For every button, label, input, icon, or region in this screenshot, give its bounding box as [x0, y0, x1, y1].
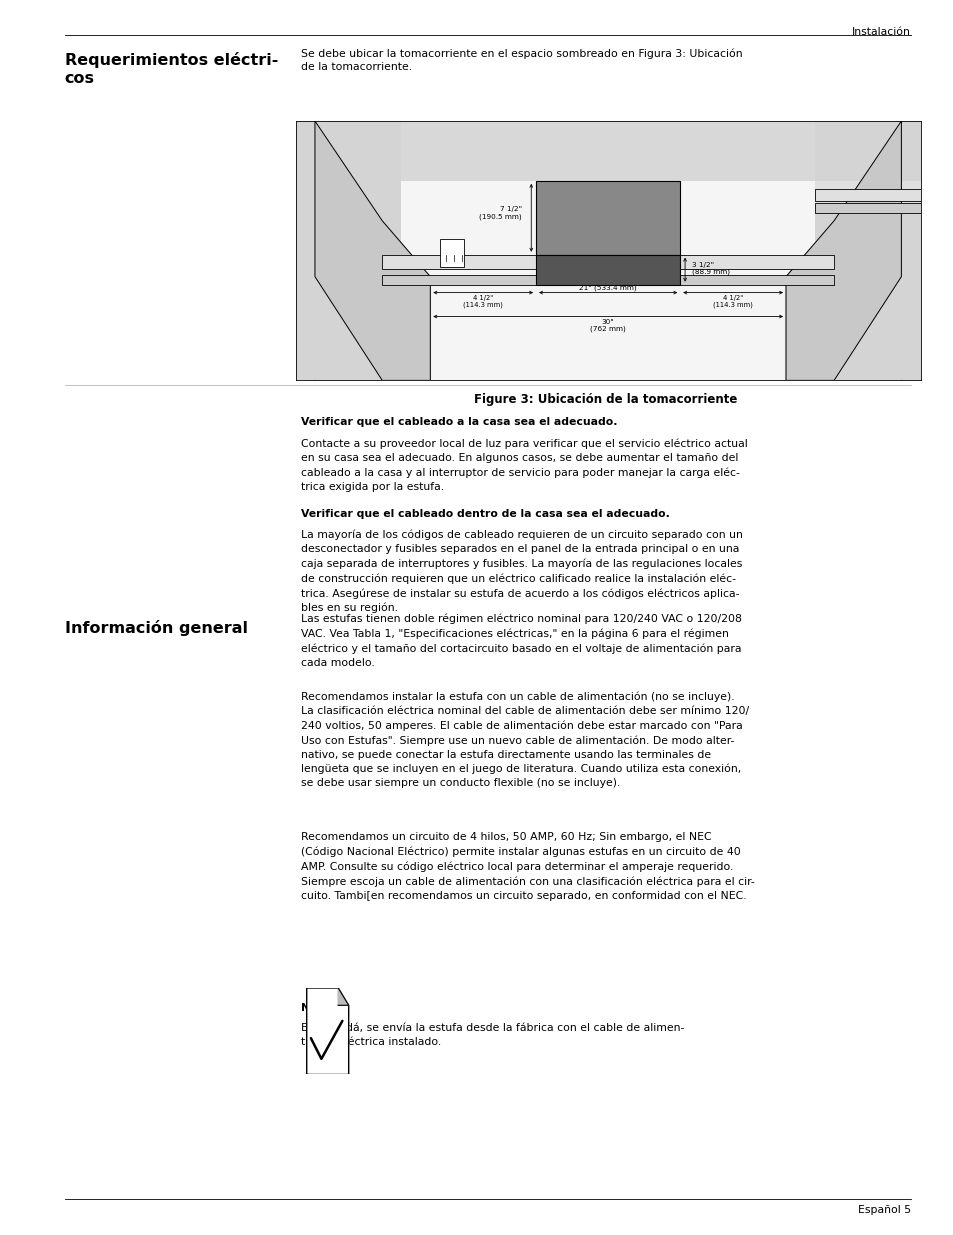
Polygon shape: [337, 988, 349, 1005]
Text: Instalación: Instalación: [851, 27, 910, 37]
Text: 21" (533.4 mm): 21" (533.4 mm): [578, 285, 637, 291]
Bar: [536, 254, 679, 284]
Bar: [536, 180, 679, 254]
Text: 30"
(762 mm): 30" (762 mm): [590, 319, 625, 332]
Text: 4 1/2"
(114.3 mm): 4 1/2" (114.3 mm): [463, 295, 502, 308]
Text: Recomendamos un circuito de 4 hilos, 50 AMP, 60 Hz; Sin embargo, el NEC
(Código : Recomendamos un circuito de 4 hilos, 50 …: [300, 832, 754, 900]
Bar: [382, 254, 833, 269]
Text: Se debe ubicar la tomacorriente en el espacio sombreado en Figura 3: Ubicación
d: Se debe ubicar la tomacorriente en el es…: [300, 48, 741, 73]
Text: Las estufas tienen doble régimen eléctrico nominal para 120/240 VAC o 120/208
VA: Las estufas tienen doble régimen eléctri…: [300, 614, 740, 668]
Bar: [295, 121, 920, 180]
Bar: [401, 180, 814, 380]
Bar: [382, 274, 833, 284]
Text: Requerimientos eléctri-
cos: Requerimientos eléctri- cos: [65, 52, 278, 86]
Text: En Canadá, se envía la estufa desde la fábrica con el cable de alimen-
tación el: En Canadá, se envía la estufa desde la f…: [300, 1023, 683, 1046]
Text: Recomendamos instalar la estufa con un cable de alimentación (no se incluye).
La: Recomendamos instalar la estufa con un c…: [300, 692, 748, 788]
Polygon shape: [314, 121, 430, 380]
Bar: [814, 189, 920, 201]
Text: Figure 3: Ubicación de la tomacorriente: Figure 3: Ubicación de la tomacorriente: [474, 393, 737, 406]
Text: Verificar que el cableado a la casa sea el adecuado.: Verificar que el cableado a la casa sea …: [300, 417, 617, 427]
Text: Contacte a su proveedor local de luz para verificar que el servicio eléctrico ac: Contacte a su proveedor local de luz par…: [300, 438, 746, 492]
Text: Español 5: Español 5: [857, 1205, 910, 1215]
Text: 3 1/2"
(88.9 mm): 3 1/2" (88.9 mm): [692, 262, 730, 275]
Text: Nota:: Nota:: [300, 1003, 334, 1013]
Bar: [814, 203, 920, 212]
Text: Verificar que el cableado dentro de la casa sea el adecuado.: Verificar que el cableado dentro de la c…: [300, 509, 669, 519]
Bar: [439, 238, 463, 267]
Bar: [295, 121, 401, 380]
Text: Información general: Información general: [65, 620, 248, 636]
Polygon shape: [306, 988, 349, 1074]
Bar: [814, 180, 920, 212]
Bar: [814, 121, 920, 180]
Polygon shape: [785, 121, 901, 380]
Bar: [814, 121, 920, 380]
Text: 7 1/2"
(190.5 mm): 7 1/2" (190.5 mm): [478, 206, 521, 220]
Text: 4 1/2"
(114.3 mm): 4 1/2" (114.3 mm): [713, 295, 752, 308]
Text: La mayoría de los códigos de cableado requieren de un circuito separado con un
d: La mayoría de los códigos de cableado re…: [300, 530, 741, 614]
